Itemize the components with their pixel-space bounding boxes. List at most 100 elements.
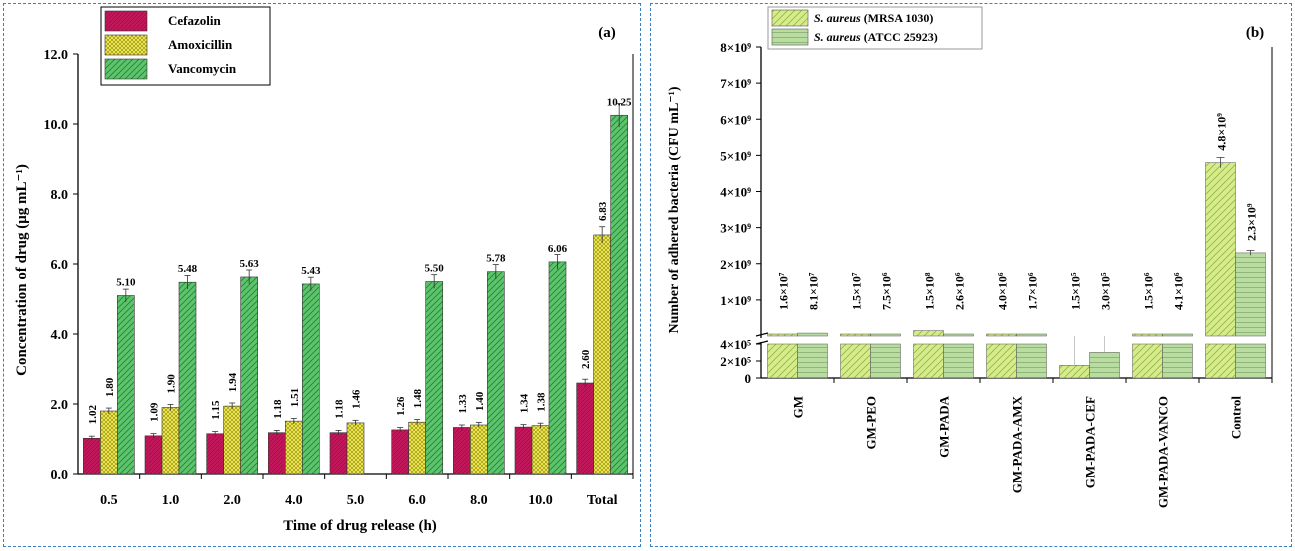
- bar-cefazolin-2.0: [206, 433, 224, 475]
- data-label-vancomycin: 5.63: [240, 258, 260, 270]
- panel-b-y-tick-label: 2×10⁹: [720, 257, 751, 272]
- bar-atcc-GM-PADA-CEF: [1089, 352, 1120, 379]
- bar-mrsa-Control-upper: [1205, 162, 1236, 337]
- bar-vancomycin-6.0: [425, 281, 443, 475]
- panel-b-y-tick-label: 2×10⁵: [720, 354, 751, 369]
- bar-mrsa-GM-PADA-lower: [913, 343, 944, 379]
- data-label-amoxicillin: 1.38: [536, 392, 548, 412]
- panel-a-x-tick-label: Total: [587, 493, 618, 508]
- data-label-mrsa: 4.0×10⁶: [996, 272, 1010, 310]
- data-label-cefazolin: 1.18: [272, 399, 284, 419]
- bar-vancomycin-8.0: [487, 271, 505, 475]
- panel-b-x-tick-label: GM: [791, 396, 806, 418]
- panel-b-y-tick-label: 8×10⁹: [720, 40, 751, 55]
- bar-amoxicillin-8.0: [470, 424, 488, 475]
- panel-a-y-tick-label: 8.0: [51, 188, 69, 203]
- panel-b-x-tick-label: Control: [1229, 396, 1244, 439]
- data-label-amoxicillin: 1.40: [474, 391, 486, 411]
- panel-b-ylabel: Number of adhered bacteria (CFU mL⁻¹): [667, 86, 682, 333]
- panel-b-y-tick-label: 5×10⁹: [720, 148, 751, 163]
- panel-a-x-tick-label: 8.0: [470, 493, 488, 508]
- bar-mrsa-GM-PADA-AMX-lower: [986, 343, 1017, 379]
- bar-vancomycin-2.0: [240, 276, 258, 475]
- panel-b-x-tick-label: GM-PADA-AMX: [1010, 395, 1025, 493]
- legend-swatch-vancomycin: [104, 58, 148, 80]
- bar-mrsa-GM-lower: [767, 343, 798, 379]
- bar-amoxicillin-0.5: [100, 410, 118, 475]
- data-label-amoxicillin: 1.90: [166, 374, 178, 394]
- bar-atcc-GM-PADA-VANCO-upper: [1162, 333, 1193, 337]
- panel-a-x-tick-label: 5.0: [347, 493, 365, 508]
- bar-amoxicillin-4.0: [285, 420, 303, 475]
- panel-b-x-tick-label: GM-PADA: [937, 395, 952, 457]
- data-label-cefazolin: 1.18: [334, 399, 346, 419]
- data-label-vancomycin: 5.43: [301, 265, 321, 277]
- bar-mrsa-GM-PADA-CEF: [1059, 365, 1090, 379]
- panel-b-y-tick-label: 1×10⁹: [720, 293, 751, 308]
- data-label-cefazolin: 1.26: [395, 396, 407, 416]
- bar-cefazolin-10.0: [514, 426, 533, 475]
- legend-swatch-atcc: [771, 28, 809, 46]
- bar-vancomycin-4.0: [302, 283, 320, 475]
- bar-atcc-GM-PEO-upper: [870, 333, 901, 337]
- bar-vancomycin-Total: [610, 114, 628, 475]
- panel-b-y-tick-label: 3×10⁹: [720, 221, 751, 236]
- data-label-atcc: 7.5×10⁶: [880, 272, 894, 310]
- panel-a-label: (a): [598, 25, 616, 41]
- bar-amoxicillin-5.0: [346, 422, 365, 475]
- panel-a-y-tick-label: 2.0: [51, 398, 69, 413]
- bar-amoxicillin-Total: [593, 234, 611, 475]
- data-label-atcc: 2.6×10⁶: [953, 272, 967, 310]
- bar-amoxicillin-2.0: [223, 405, 241, 475]
- data-label-vancomycin: 5.78: [486, 253, 506, 265]
- bar-atcc-GM-PADA-VANCO-lower: [1162, 343, 1193, 379]
- bar-cefazolin-0.5: [83, 437, 101, 475]
- axis-break-mark: [755, 332, 769, 345]
- panel-a-x-tick-label: 0.5: [100, 493, 118, 508]
- data-label-mrsa: 1.5×10⁶: [1142, 272, 1156, 310]
- bar-mrsa-GM-PADA-VANCO-lower: [1132, 343, 1163, 379]
- panel-b-x-tick-label: GM-PEO: [864, 396, 879, 449]
- bar-atcc-GM-lower: [797, 343, 828, 379]
- bar-atcc-GM-PADA-AMX-upper: [1016, 333, 1047, 337]
- bar-amoxicillin-1.0: [161, 407, 180, 475]
- panel-b-plot: 1×10⁹ 2×10⁹ 3×10⁹ 4×10⁹ 5×10⁹ 6×10⁹ 7×10⁹ 8×10⁹…: [720, 6, 1273, 508]
- bar-mrsa-GM-PEO-upper: [840, 333, 871, 337]
- data-label-atcc: 1.7×10⁶: [1026, 272, 1040, 310]
- data-label-atcc: 2.3×10⁹: [1245, 203, 1259, 241]
- panel-a-y-tick-label: 4.0: [51, 328, 69, 343]
- panel-a-legend: Cefazolin Amoxicillin Vancomycin: [100, 6, 271, 86]
- data-label-atcc: 4.1×10⁶: [1172, 272, 1186, 310]
- bar-cefazolin-4.0: [268, 432, 286, 475]
- data-label-mrsa: 1.5×10⁷: [850, 272, 864, 310]
- bar-atcc-GM-upper: [797, 332, 828, 337]
- legend-swatch-cefazolin: [104, 10, 148, 32]
- legend-swatch-mrsa: [771, 9, 809, 27]
- bar-mrsa-Control-lower: [1205, 343, 1236, 379]
- data-label-amoxicillin: 1.51: [289, 388, 301, 407]
- bar-mrsa-GM-PADA-VANCO-upper: [1132, 333, 1163, 337]
- bar-vancomycin-10.0: [548, 261, 567, 475]
- bar-atcc-GM-PADA-upper: [943, 333, 974, 337]
- data-label-atcc: 3.0×10⁵: [1099, 272, 1113, 310]
- bar-atcc-Control-lower: [1235, 343, 1266, 379]
- panel-b-x-tick-label: GM-PADA-VANCO: [1156, 396, 1171, 508]
- panel-a-y-tick-label: 6.0: [51, 258, 69, 273]
- panel-a-x-tick-label: 1.0: [162, 493, 180, 508]
- panel-b-y-tick-label: 4×10⁹: [720, 185, 751, 200]
- panel-a-y-tick-label: 10.0: [44, 118, 69, 133]
- panel-a-plot: 0.0 2.0 4.0 6.0 8.0 10.0 12.0 0.5 1.02 1.80 5.10 1.…: [44, 6, 634, 508]
- panel-b-y-tick-label: 0: [745, 371, 752, 386]
- data-label-vancomycin: 5.10: [116, 277, 136, 289]
- legend-label-mrsa: S. aureus (MRSA 1030): [814, 11, 933, 25]
- panel-a-y-tick-label: 0.0: [51, 468, 69, 483]
- data-label-cefazolin: 1.15: [210, 400, 222, 420]
- bar-cefazolin-Total: [576, 382, 594, 475]
- data-label-cefazolin: 2.60: [580, 349, 592, 369]
- bar-mrsa-GM-upper: [767, 333, 798, 337]
- legend-label-vancomycin: Vancomycin: [168, 61, 237, 76]
- data-label-amoxicillin: 6.83: [597, 201, 609, 221]
- data-label-mrsa: 1.5×10⁸: [923, 272, 937, 310]
- bar-atcc-Control-upper: [1235, 252, 1266, 337]
- data-label-vancomycin: 5.48: [178, 263, 198, 275]
